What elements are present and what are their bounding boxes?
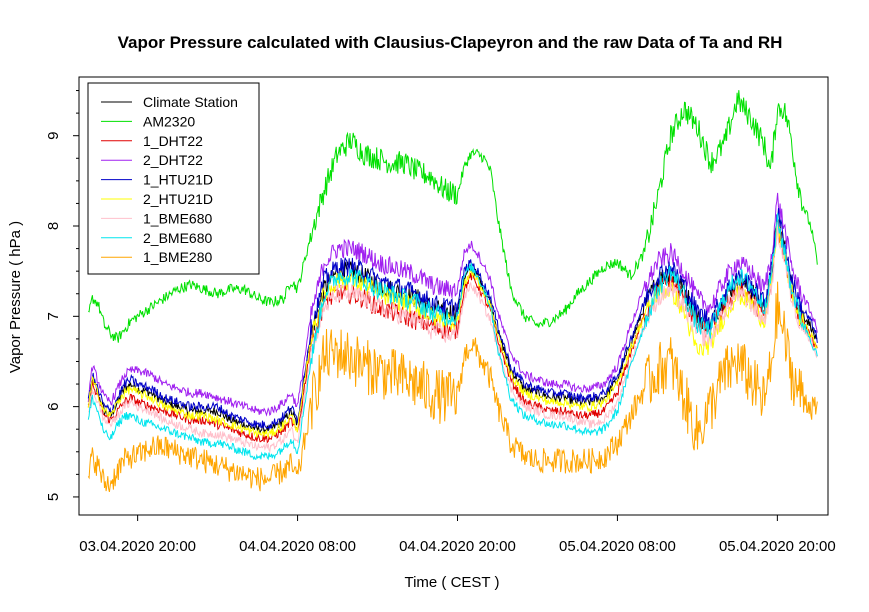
legend-label: 1_DHT22: [143, 133, 203, 149]
legend-label: 2_HTU21D: [143, 191, 213, 207]
legend-label: 1_HTU21D: [143, 172, 213, 188]
chart-title: Vapor Pressure calculated with Clausius-…: [118, 33, 783, 52]
x-tick-label: 05.04.2020 08:00: [559, 538, 676, 555]
y-tick-label: 6: [45, 402, 62, 410]
series-line-am2320: [88, 90, 818, 343]
legend-box: [87, 82, 260, 275]
x-tick-label: 03.04.2020 20:00: [79, 538, 196, 555]
legend-label: 1_BME280: [143, 249, 212, 265]
x-tick-label: 04.04.2020 20:00: [399, 538, 516, 555]
series-line-1-bme280: [87, 281, 818, 493]
plot-frame: [78, 76, 829, 516]
series-line-1-bme680: [88, 222, 818, 454]
series-lines: [87, 90, 818, 493]
axes: 5 6 7 8 9 03.04.2020 20:00 04.04.2020 08:00 04.…: [45, 90, 836, 555]
y-axis-label: Vapor Pressure ( hPa ): [7, 221, 24, 373]
legend-label: 2_DHT22: [143, 152, 203, 168]
x-axis-label: Time ( CEST ): [404, 574, 499, 591]
y-tick-label: 9: [45, 132, 62, 140]
series-line-2-dht22: [87, 192, 818, 417]
legend-label: 1_BME680: [143, 210, 212, 226]
legend-label: AM2320: [143, 113, 195, 129]
x-tick-label: 04.04.2020 08:00: [239, 538, 356, 555]
y-tick-label: 7: [45, 312, 62, 320]
legend-label: 2_BME680: [143, 230, 212, 246]
y-tick-label: 8: [45, 222, 62, 230]
series-line-2-bme680: [87, 213, 818, 461]
legend-label: Climate Station: [143, 94, 238, 110]
series-line-2-htu21d: [87, 221, 818, 439]
y-tick-label: 5: [45, 493, 62, 501]
legend: Climate Station AM2320 1_DHT22 2_DHT22 1_HTU…: [87, 82, 260, 275]
x-tick-label: 05.04.2020 20:00: [719, 538, 836, 555]
